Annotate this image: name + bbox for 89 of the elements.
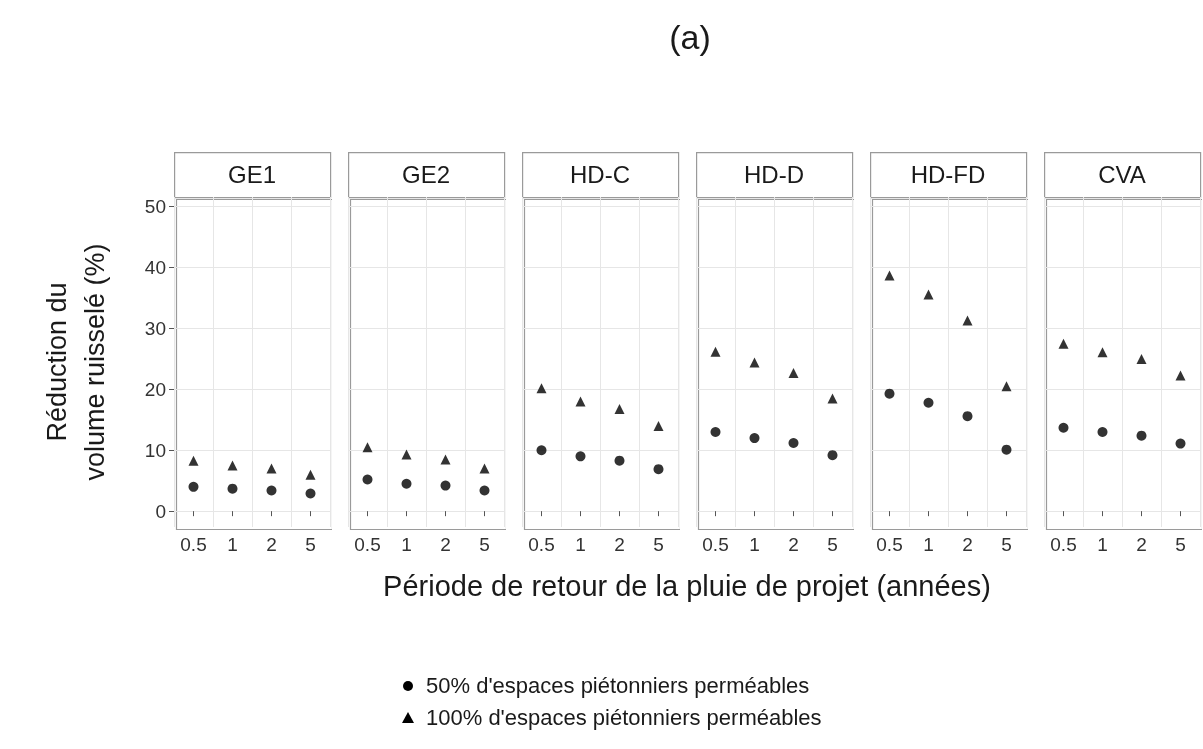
point [440,480,451,491]
point [827,450,838,461]
chart-subtitle: HD-D [744,161,804,188]
x-tick-label: 5 [1175,534,1186,555]
point [1001,444,1012,455]
point [884,388,895,399]
x-tick-label: 5 [479,534,490,555]
point [788,437,799,448]
point [962,315,973,326]
point [362,474,373,485]
x-tick-label: 1 [401,534,412,555]
x-tick-label: 2 [788,534,799,555]
x-tick-label: 2 [1136,534,1147,555]
point [479,463,490,474]
point [884,270,895,281]
point [962,411,973,422]
x-tick-label: 2 [614,534,625,555]
point [1001,381,1012,392]
x-tick-label: 0.5 [876,534,903,555]
point [1097,347,1108,358]
chart-subtitle: GE2 [401,161,451,188]
legend-label: 50% d'espaces piétonniers perméables [426,672,810,700]
y-tick-label: 20 [144,378,166,400]
x-axis-title: Période de retour de la pluie de projet (années) [383,570,991,602]
point [440,454,451,465]
point [749,433,760,444]
x-tick-label: 5 [305,534,316,555]
chart-subtitle: HD-C [570,161,630,188]
point [827,393,838,404]
x-tick-label: 0.5 [528,534,555,555]
y-axis-title: Réduction du volume ruisselé (%) [42,243,110,481]
point [536,383,547,394]
point [188,455,199,466]
point [1097,427,1108,438]
point [1058,422,1069,433]
point [575,396,586,407]
x-tick-label: 2 [266,534,277,555]
chart-subtitle: HD-FD [910,161,986,188]
x-tick-label: 1 [923,534,934,555]
x-tick-label: 1 [749,534,760,555]
point [401,478,412,489]
point [227,460,238,471]
point [614,455,625,466]
point [266,463,277,474]
point [362,442,373,453]
x-tick-label: 1 [227,534,238,555]
point [614,403,625,414]
x-tick-label: 2 [962,534,973,555]
point [1175,370,1186,381]
point [1136,430,1147,441]
x-tick-label: 2 [440,534,451,555]
point [923,289,934,300]
x-tick-label: 1 [1097,534,1108,555]
point [710,427,721,438]
x-tick-label: 0.5 [354,534,381,555]
point [227,483,238,494]
x-tick-label: 0.5 [702,534,729,555]
x-tick-label: 5 [1001,534,1012,555]
point [1058,338,1069,349]
point [749,357,760,368]
point [305,488,316,499]
point [305,469,316,480]
x-tick-label: 0.5 [1050,534,1077,555]
y-tick-label: 0 [155,500,166,522]
point [266,485,277,496]
y-tick-label: 40 [144,257,166,279]
point [653,420,664,431]
y-tick-label: 30 [144,318,166,340]
text: (a) [669,18,711,56]
point [401,449,412,460]
x-tick-label: 5 [653,534,664,555]
point [188,481,199,492]
chart-subtitle: CVA [1098,161,1146,188]
x-tick-label: 0.5 [180,534,207,555]
point [788,367,799,378]
y-tick-label: 50 [144,196,166,218]
chart-subtitle: GE1 [227,161,277,188]
point [575,451,586,462]
point [653,464,664,475]
point [479,485,490,496]
point [536,445,547,456]
point [710,346,721,357]
y-tick-label: 10 [144,439,166,461]
x-tick-label: 1 [575,534,586,555]
point [1136,353,1147,364]
x-tick-label: 5 [827,534,838,555]
legend-label: 100% d'espaces piétonniers perméables [426,704,822,732]
point [1175,438,1186,449]
point [923,397,934,408]
